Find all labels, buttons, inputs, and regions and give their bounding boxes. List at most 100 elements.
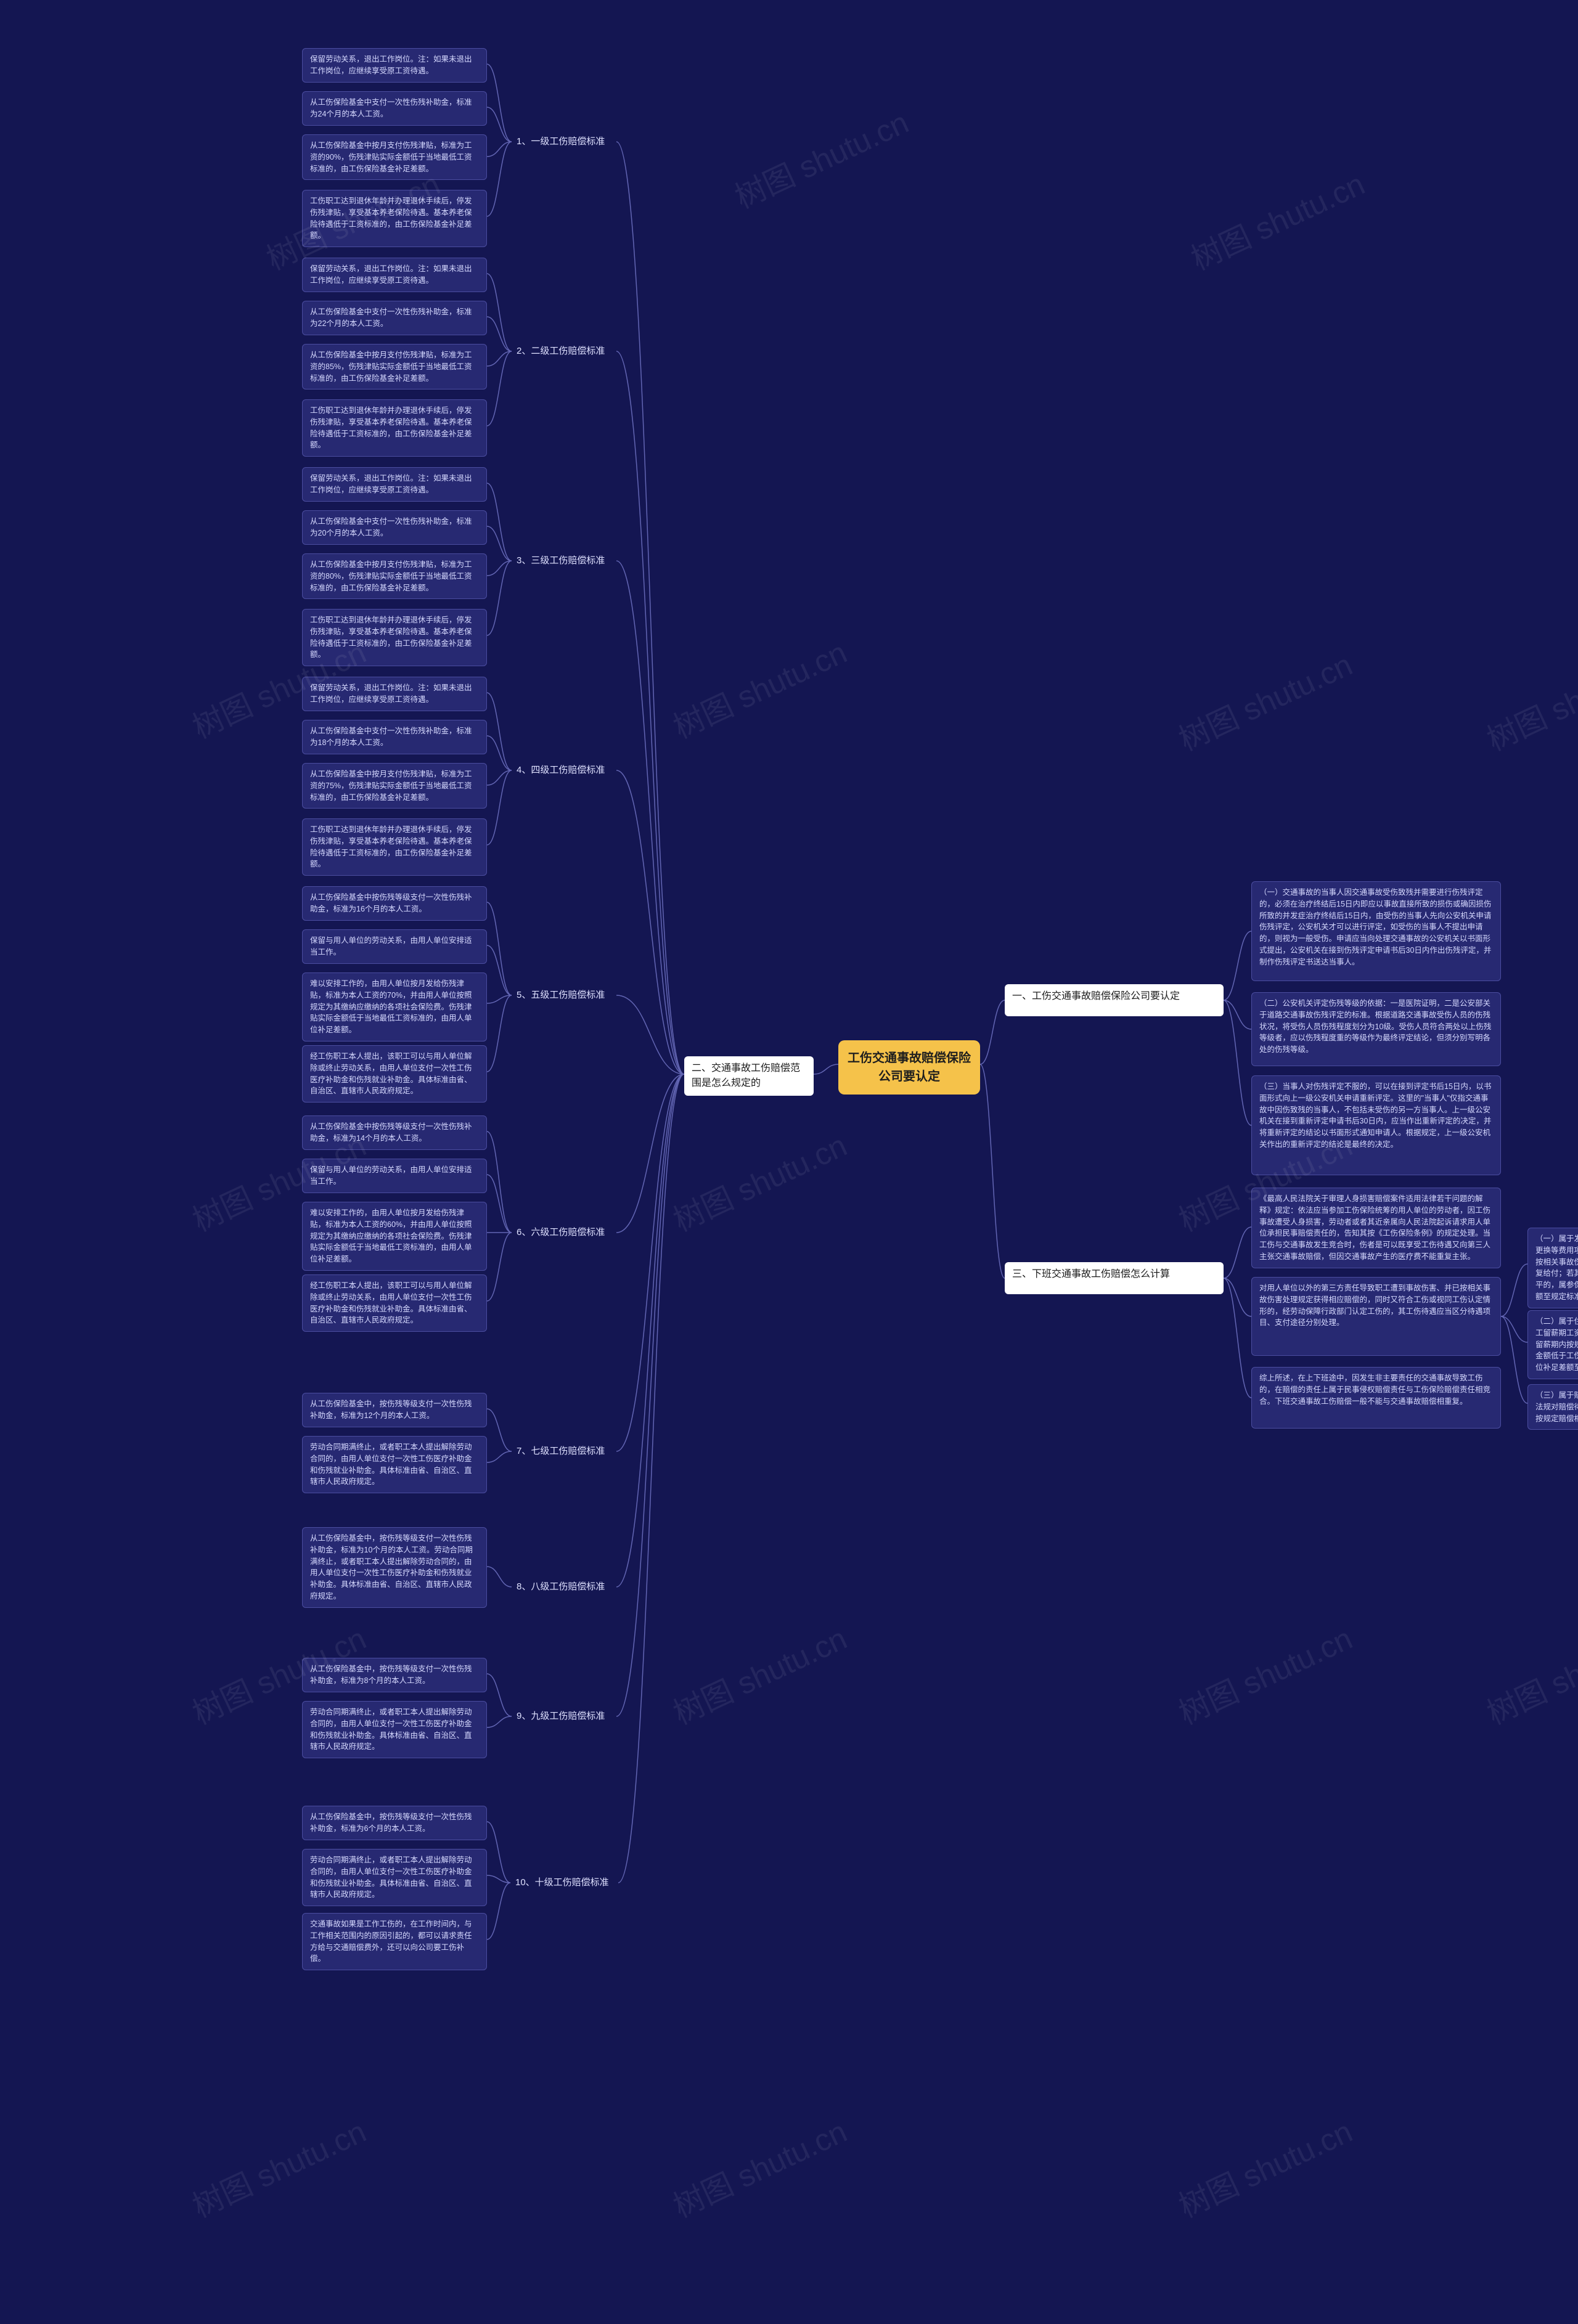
node-L4d[interactable]: 工伤职工达到退休年龄并办理退休手续后，停发伤残津贴，享受基本养老保险待遇。基本养… (302, 818, 487, 876)
node-root[interactable]: 工伤交通事故赔偿保险公司要认定 (838, 1040, 980, 1095)
edge-b2-L10 (618, 1074, 684, 1883)
edge-L4-L4b (487, 736, 512, 770)
node-L6b[interactable]: 保留与用人单位的劳动关系，由用人单位安排适当工作。 (302, 1159, 487, 1193)
edge-root-b3 (980, 1064, 1005, 1278)
edge-b3-b3_3 (1224, 1278, 1251, 1398)
watermark: 树图 shutu.cn (1171, 2107, 1359, 2226)
node-L6a[interactable]: 从工伤保险基金中按伤残等级支付一次性伤残补助金，标准为14个月的本人工资。 (302, 1115, 487, 1150)
edge-b2-L1 (616, 142, 684, 1074)
node-L5c[interactable]: 难以安排工作的，由用人单位按月发给伤残津贴，标准为本人工资的70%，并由用人单位… (302, 972, 487, 1042)
node-L3c[interactable]: 从工伤保险基金中按月支付伤残津贴，标准为工资的80%，伤残津贴实际金额低于当地最… (302, 553, 487, 599)
node-L6[interactable]: 6、六级工伤赔偿标准 (512, 1223, 616, 1242)
node-L1d[interactable]: 工伤职工达到退休年龄并办理退休手续后，停发伤残津贴，享受基本养老保险待遇。基本养… (302, 190, 487, 247)
node-L9[interactable]: 9、九级工伤赔偿标准 (512, 1707, 616, 1726)
node-L2d[interactable]: 工伤职工达到退休年龄并办理退休手续后，停发伤残津贴，享受基本养老保险待遇。基本养… (302, 399, 487, 457)
edge-L1-L1a (487, 64, 512, 142)
edge-L3-L3b (487, 526, 512, 561)
node-L5a[interactable]: 从工伤保险基金中按伤残等级支付一次性伤残补助金，标准为16个月的本人工资。 (302, 886, 487, 921)
edge-L5-L5a (487, 902, 512, 995)
edge-L2-L2c (487, 351, 512, 366)
node-L7a[interactable]: 从工伤保险基金中，按伤残等级支付一次性伤残补助金，标准为12个月的本人工资。 (302, 1393, 487, 1427)
node-L3b[interactable]: 从工伤保险基金中支付一次性伤残补助金，标准为20个月的本人工资。 (302, 510, 487, 545)
watermark: 树图 shutu.cn (184, 2107, 372, 2226)
node-L7b[interactable]: 劳动合同期满终止，或者职工本人提出解除劳动合同的，由用人单位支付一次性工伤医疗补… (302, 1436, 487, 1493)
edge-L5-L5d (487, 995, 512, 1072)
edge-b3_2-b3_2_3 (1501, 1316, 1527, 1403)
node-L8a[interactable]: 从工伤保险基金中，按伤残等级支付一次性伤残补助金，标准为10个月的本人工资。劳动… (302, 1527, 487, 1608)
edge-L7-L7a (487, 1409, 512, 1451)
node-L5[interactable]: 5、五级工伤赔偿标准 (512, 986, 616, 1005)
edge-L3-L3d (487, 561, 512, 635)
node-L2c[interactable]: 从工伤保险基金中按月支付伤残津贴，标准为工资的85%，伤残津贴实际金额低于当地最… (302, 344, 487, 389)
node-b3_1[interactable]: 《最高人民法院关于审理人身损害赔偿案件适用法律若干问题的解释》规定：依法应当参加… (1251, 1188, 1501, 1268)
mindmap-stage: 工伤交通事故赔偿保险公司要认定一、工伤交通事故赔偿保险公司要认定三、下班交通事故… (0, 0, 1578, 2324)
edge-L4-L4d (487, 770, 512, 845)
node-L4b[interactable]: 从工伤保险基金中支付一次性伤残补助金，标准为18个月的本人工资。 (302, 720, 487, 754)
node-L1[interactable]: 1、一级工伤赔偿标准 (512, 133, 616, 152)
node-b1[interactable]: 一、工伤交通事故赔偿保险公司要认定 (1005, 984, 1224, 1016)
node-b1_1[interactable]: （一）交通事故的当事人因交通事故受伤致残并需要进行伤残评定的，必须在治疗终结后1… (1251, 881, 1501, 981)
node-L2b[interactable]: 从工伤保险基金中支付一次性伤残补助金，标准为22个月的本人工资。 (302, 301, 487, 335)
edge-b3_2-b3_2_2 (1501, 1316, 1527, 1342)
node-L4c[interactable]: 从工伤保险基金中按月支付伤残津贴，标准为工资的75%，伤残津贴实际金额低于当地最… (302, 763, 487, 809)
node-b2[interactable]: 二、交通事故工伤赔偿范围是怎么规定的 (684, 1056, 814, 1096)
edge-b2-L7 (616, 1074, 684, 1451)
node-b3_2_1[interactable]: （一）属于发生的医疗费、康复费、辅助器具配置更换等费用项目的，只能按实际发生金额… (1527, 1228, 1578, 1308)
node-L4a[interactable]: 保留劳动关系，退出工作岗位。注：如果未退出工作岗位，应继续享受原工资待遇。 (302, 677, 487, 711)
node-L3d[interactable]: 工伤职工达到退休年龄并办理退休手续后，停发伤残津贴，享受基本养老保险待遇。基本养… (302, 609, 487, 666)
node-b3[interactable]: 三、下班交通事故工伤赔偿怎么计算 (1005, 1262, 1224, 1294)
edge-b1-b1_3 (1224, 1000, 1251, 1125)
edge-root-b1 (980, 1000, 1005, 1064)
watermark: 树图 shutu.cn (665, 1121, 853, 1240)
node-L10[interactable]: 10、十级工伤赔偿标准 (510, 1873, 618, 1893)
node-L1b[interactable]: 从工伤保险基金中支付一次性伤残补助金，标准为24个月的本人工资。 (302, 91, 487, 126)
edge-L3-L3a (487, 483, 512, 561)
edge-L9-L9b (487, 1716, 512, 1727)
node-b3_2_2[interactable]: （二）属于住院伙食补助费、就医交通住宿费、停工留薪期工资和护理费项目，已由用人单… (1527, 1310, 1578, 1379)
edge-L2-L2d (487, 351, 512, 426)
edge-L6-L6a (487, 1131, 512, 1233)
node-b1_3[interactable]: （三）当事人对伤残评定不服的，可以在接到评定书后15日内，以书面形式向上一级公安… (1251, 1075, 1501, 1175)
node-L10a[interactable]: 从工伤保险基金中，按伤残等级支付一次性伤残补助金，标准为6个月的本人工资。 (302, 1806, 487, 1840)
edge-b1-b1_1 (1224, 931, 1251, 1000)
node-L10c[interactable]: 交通事故如果是工作工伤的，在工作时间内，与工作相关范围内的原因引起的，都可以请求… (302, 1913, 487, 1970)
watermark: 树图 shutu.cn (1479, 1614, 1578, 1733)
edge-L10-L10c (487, 1883, 510, 1939)
watermark: 树图 shutu.cn (1479, 640, 1578, 759)
node-L1c[interactable]: 从工伤保险基金中按月支付伤残津贴，标准为工资的90%，伤残津贴实际金额低于当地最… (302, 134, 487, 180)
node-L5b[interactable]: 保留与用人单位的劳动关系，由用人单位安排适当工作。 (302, 929, 487, 964)
edge-b3-b3_1 (1224, 1227, 1251, 1278)
watermark: 树图 shutu.cn (665, 2107, 853, 2226)
node-L2[interactable]: 2、二级工伤赔偿标准 (512, 342, 616, 361)
edge-L7-L7b (487, 1451, 512, 1462)
watermark: 树图 shutu.cn (665, 628, 853, 747)
node-b3_2_3[interactable]: （三）属于赔偿性的待遇项目，只要工伤保险法律法规对赔偿待遇项目没有作出竞合规定的… (1527, 1384, 1578, 1430)
node-b3_2[interactable]: 对用人单位以外的第三方责任导致职工遭到事故伤害、并已按相关事故伤害处理规定获得相… (1251, 1277, 1501, 1356)
node-L4[interactable]: 4、四级工伤赔偿标准 (512, 761, 616, 780)
edge-L4-L4a (487, 693, 512, 770)
node-L3[interactable]: 3、三级工伤赔偿标准 (512, 552, 616, 571)
edge-L4-L4c (487, 770, 512, 785)
node-L9a[interactable]: 从工伤保险基金中，按伤残等级支付一次性伤残补助金，标准为8个月的本人工资。 (302, 1658, 487, 1692)
node-L6c[interactable]: 难以安排工作的，由用人单位按月发给伤残津贴，标准为本人工资的60%，并由用人单位… (302, 1202, 487, 1271)
node-L10b[interactable]: 劳动合同期满终止，或者职工本人提出解除劳动合同的，由用人单位支付一次性工伤医疗补… (302, 1849, 487, 1906)
edge-L6-L6d (487, 1233, 512, 1301)
node-L5d[interactable]: 经工伤职工本人提出，该职工可以与用人单位解除或终止劳动关系，由用人单位支付一次性… (302, 1045, 487, 1103)
edge-L3-L3c (487, 561, 512, 576)
edge-b3-b3_2 (1224, 1278, 1251, 1316)
node-L3a[interactable]: 保留劳动关系，退出工作岗位。注：如果未退出工作岗位，应继续享受原工资待遇。 (302, 467, 487, 502)
edge-b2-L3 (616, 561, 684, 1074)
edge-L6-L6b (487, 1175, 512, 1233)
edge-L5-L5b (487, 945, 512, 995)
node-L9b[interactable]: 劳动合同期满终止，或者职工本人提出解除劳动合同的，由用人单位支付一次性工伤医疗补… (302, 1701, 487, 1758)
node-L8[interactable]: 8、八级工伤赔偿标准 (512, 1578, 616, 1597)
edge-L8-L8a (487, 1567, 512, 1587)
node-L7[interactable]: 7、七级工伤赔偿标准 (512, 1442, 616, 1461)
node-L6d[interactable]: 经工伤职工本人提出，该职工可以与用人单位解除或终止劳动关系，由用人单位支付一次性… (302, 1274, 487, 1332)
node-L2a[interactable]: 保留劳动关系，退出工作岗位。注：如果未退出工作岗位，应继续享受原工资待遇。 (302, 258, 487, 292)
node-L1a[interactable]: 保留劳动关系，退出工作岗位。注：如果未退出工作岗位，应继续享受原工资待遇。 (302, 48, 487, 83)
node-b3_3[interactable]: 综上所述，在上下班途中，因发生非主要责任的交通事故导致工伤的，在赔偿的责任上属于… (1251, 1367, 1501, 1429)
edge-b2-L2 (616, 351, 684, 1074)
edge-L1-L1b (487, 107, 512, 142)
node-b1_2[interactable]: （二）公安机关评定伤残等级的依据：一是医院证明，二是公安部关于道路交通事故伤残评… (1251, 992, 1501, 1066)
